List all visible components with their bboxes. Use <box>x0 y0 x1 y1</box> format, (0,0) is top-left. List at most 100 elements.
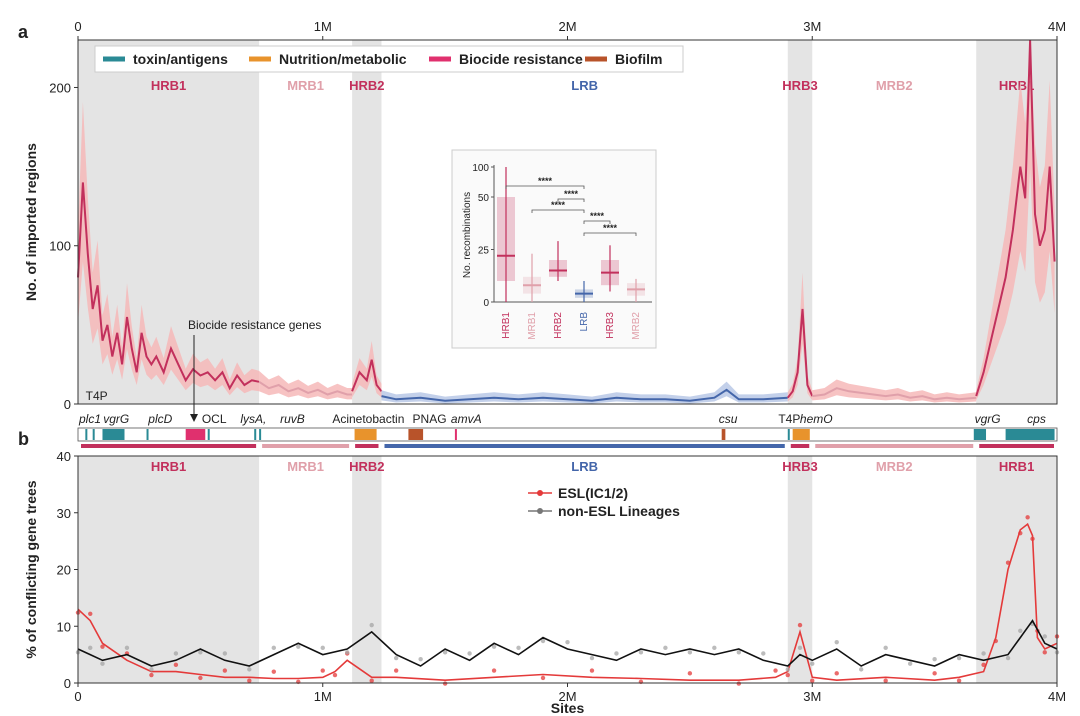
gene-block-toxin <box>259 429 262 440</box>
gene-label: PNAG <box>413 412 447 426</box>
scatter-point <box>88 611 93 616</box>
inset-sig-bracket <box>505 185 585 189</box>
gene-block-biocide <box>454 429 457 440</box>
scatter-point <box>393 655 399 661</box>
scatter-point <box>320 645 325 651</box>
region-bar <box>790 444 810 448</box>
region-band-b <box>78 456 260 683</box>
gene-label: T4P <box>86 389 108 403</box>
scatter-point <box>88 645 93 651</box>
scatter-point <box>907 661 913 666</box>
scatter-point <box>797 622 803 628</box>
scatter-point <box>797 645 803 651</box>
scatter-point <box>883 678 888 683</box>
gene-label: plcD <box>147 412 172 426</box>
scatter-point <box>198 675 203 681</box>
series-line-non-esl <box>77 619 1058 667</box>
scatter-point <box>332 672 338 678</box>
panel-label-b: b <box>18 429 29 449</box>
legend-label: Nutrition/metabolic <box>279 51 407 67</box>
x-tick-label-a: 4M <box>1048 19 1066 34</box>
scatter-point <box>932 656 937 662</box>
gene-label: Acinetobactin <box>332 412 404 426</box>
gene-label: OCL <box>202 412 227 426</box>
region-label-b: HRB1 <box>151 459 186 474</box>
series-line-hrb2 <box>351 359 383 392</box>
scatter-point <box>1042 634 1047 639</box>
region-band-b <box>787 456 813 683</box>
region-bar <box>384 444 785 448</box>
region-band-a <box>352 40 382 404</box>
scatter-point <box>173 651 179 656</box>
scatter-point <box>540 675 546 681</box>
scatter-point <box>271 645 276 651</box>
y-tick-label-b: 40 <box>57 449 71 464</box>
x-tick-label-b: 2M <box>558 689 576 704</box>
inset-category-label: MRB1 <box>527 312 538 340</box>
scatter-point <box>956 678 962 683</box>
region-label-a: MRB1 <box>287 78 324 93</box>
scatter-point <box>565 639 570 645</box>
legend-label-non-esl: non-ESL Lineages <box>558 503 680 519</box>
inset-category-label: LRB <box>579 312 590 332</box>
gene-block-biofilm <box>721 429 726 440</box>
region-bar <box>815 444 974 448</box>
x-tick-label-b: 4M <box>1048 689 1066 704</box>
inset-sig-bracket <box>583 220 611 224</box>
scatter-point <box>198 650 203 655</box>
gene-block-toxin <box>1005 429 1055 440</box>
inset-sig-bracket <box>531 209 585 213</box>
series-line-esl <box>77 522 1058 682</box>
inset-sig-bracket <box>557 198 585 202</box>
scatter-point <box>149 667 154 672</box>
scatter-point <box>345 650 350 655</box>
region-label-b: MRB2 <box>876 459 913 474</box>
scatter-point <box>736 650 742 655</box>
series-band <box>976 40 1055 401</box>
scatter-point <box>540 638 546 644</box>
x-axis-title-b: Sites <box>551 700 585 716</box>
x-tick-label-a: 3M <box>803 19 821 34</box>
x-tick-label-b: 0 <box>74 689 81 704</box>
scatter-point <box>100 644 105 649</box>
x-tick-label-a: 0 <box>74 19 81 34</box>
inset-sig-bracket <box>583 232 637 236</box>
gene-label: plc1 <box>78 412 101 426</box>
scatter-point <box>687 671 693 676</box>
scatter-point <box>663 645 668 651</box>
region-label-a: HRB1 <box>151 78 186 93</box>
region-band-b <box>976 456 1057 683</box>
region-label-a: MRB2 <box>876 78 913 93</box>
gene-block-toxin <box>85 429 88 440</box>
scatter-point <box>859 667 864 672</box>
scatter-point <box>491 644 497 649</box>
panel-label-a: a <box>18 22 29 42</box>
inset-y-tick-label: 50 <box>478 193 490 204</box>
region-bar <box>355 444 379 448</box>
x-tick-label-b: 3M <box>803 689 821 704</box>
x-tick-label-a: 2M <box>558 19 576 34</box>
y-axis-title-a: No. of imported regions <box>23 143 39 301</box>
scatter-point <box>442 650 448 655</box>
scatter-point <box>981 651 986 656</box>
inset-box <box>497 197 515 281</box>
scatter-point <box>956 655 962 661</box>
inset-box <box>549 260 567 277</box>
y-tick-label-b: 10 <box>57 619 71 634</box>
y-axis-title-b: % of conflicting gene trees <box>23 480 39 658</box>
scatter-point <box>296 644 301 649</box>
scatter-point <box>247 667 252 672</box>
scatter-point <box>516 645 521 651</box>
scatter-point <box>149 672 154 678</box>
inset-sig-label: **** <box>551 200 566 210</box>
series-line-mrb2 <box>812 387 977 401</box>
region-label-a: LRB <box>571 78 598 93</box>
scatter-point <box>736 681 742 686</box>
annotation-arrowhead <box>190 414 198 422</box>
category-legend: toxin/antigens Nutrition/metabolic Biocide… <box>94 45 684 73</box>
series-band <box>259 370 353 400</box>
scatter-point <box>785 667 790 672</box>
gene-block-toxin <box>254 429 257 440</box>
region-label-a: HRB2 <box>349 78 384 93</box>
